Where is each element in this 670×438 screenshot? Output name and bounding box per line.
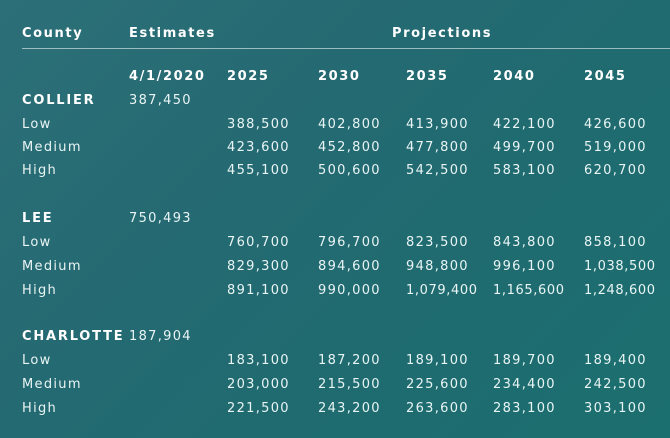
estimates-column-header: Estimates xyxy=(129,26,216,41)
projection-value: 234,400 xyxy=(493,377,556,392)
scenario-label: High xyxy=(22,283,58,298)
projection-value: 263,600 xyxy=(406,401,469,416)
projection-value: 183,100 xyxy=(227,353,290,368)
year-2045-header: 2045 xyxy=(584,69,627,84)
projection-value: 203,000 xyxy=(227,377,290,392)
year-2025-header: 2025 xyxy=(227,69,270,84)
projection-value: 225,600 xyxy=(406,377,469,392)
projection-value: 996,100 xyxy=(493,259,556,274)
county-name: LEE xyxy=(22,211,54,226)
projection-value: 189,700 xyxy=(493,353,556,368)
projection-value: 221,500 xyxy=(227,401,290,416)
scenario-label: Medium xyxy=(22,377,82,392)
scenario-label: Low xyxy=(22,353,52,368)
projection-value: 242,500 xyxy=(584,377,647,392)
projection-value: 215,500 xyxy=(318,377,381,392)
county-estimate: 387,450 xyxy=(129,93,192,108)
year-2035-header: 2035 xyxy=(406,69,449,84)
county-name: CHARLOTTE xyxy=(22,329,125,344)
estimate-date-header: 4/1/2020 xyxy=(129,69,206,84)
projection-value: 990,000 xyxy=(318,283,381,298)
projection-value: 452,800 xyxy=(318,140,381,155)
projection-value: 829,300 xyxy=(227,259,290,274)
county-column-header: County xyxy=(22,26,84,41)
projection-value: 423,600 xyxy=(227,140,290,155)
projection-value: 402,800 xyxy=(318,117,381,132)
projection-value: 189,400 xyxy=(584,353,647,368)
projection-value: 422,100 xyxy=(493,117,556,132)
projection-value: 894,600 xyxy=(318,259,381,274)
projection-value: 499,700 xyxy=(493,140,556,155)
header-divider xyxy=(22,48,670,49)
projection-value: 426,600 xyxy=(584,117,647,132)
projection-value: 542,500 xyxy=(406,163,469,178)
projection-value: 891,100 xyxy=(227,283,290,298)
projection-value: 388,500 xyxy=(227,117,290,132)
scenario-label: High xyxy=(22,401,58,416)
projection-value: 477,800 xyxy=(406,140,469,155)
projection-value: 1,165,600 xyxy=(493,283,565,298)
county-name: COLLIER xyxy=(22,93,96,108)
projection-value: 519,000 xyxy=(584,140,647,155)
projection-value: 1,248,600 xyxy=(584,283,656,298)
county-estimate: 187,904 xyxy=(129,329,192,344)
scenario-label: High xyxy=(22,163,58,178)
projections-column-header: Projections xyxy=(392,26,493,41)
projection-value: 620,700 xyxy=(584,163,647,178)
projection-value: 303,100 xyxy=(584,401,647,416)
projection-value: 583,100 xyxy=(493,163,556,178)
projection-value: 858,100 xyxy=(584,235,647,250)
scenario-label: Low xyxy=(22,235,52,250)
scenario-label: Medium xyxy=(22,140,82,155)
projection-value: 796,700 xyxy=(318,235,381,250)
projection-value: 948,800 xyxy=(406,259,469,274)
county-estimate: 750,493 xyxy=(129,211,192,226)
projection-value: 189,100 xyxy=(406,353,469,368)
year-2030-header: 2030 xyxy=(318,69,361,84)
projection-value: 283,100 xyxy=(493,401,556,416)
projection-value: 500,600 xyxy=(318,163,381,178)
projection-value: 843,800 xyxy=(493,235,556,250)
projection-value: 455,100 xyxy=(227,163,290,178)
projection-value: 413,900 xyxy=(406,117,469,132)
year-2040-header: 2040 xyxy=(493,69,536,84)
projection-value: 1,038,500 xyxy=(584,259,656,274)
projection-value: 760,700 xyxy=(227,235,290,250)
scenario-label: Low xyxy=(22,117,52,132)
projection-value: 823,500 xyxy=(406,235,469,250)
scenario-label: Medium xyxy=(22,259,82,274)
projection-value: 243,200 xyxy=(318,401,381,416)
projection-value: 187,200 xyxy=(318,353,381,368)
projection-value: 1,079,400 xyxy=(406,283,478,298)
